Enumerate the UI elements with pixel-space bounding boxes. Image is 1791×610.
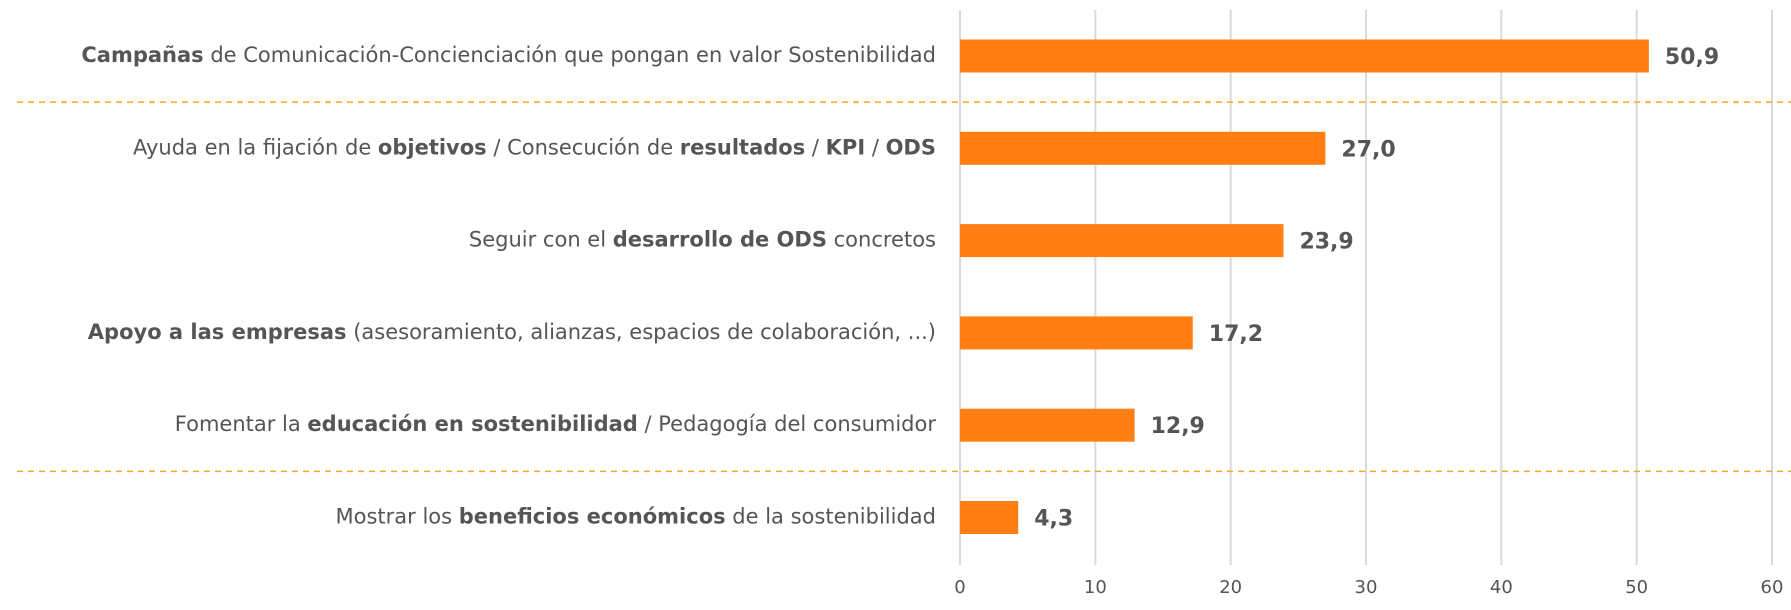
label-run: Campañas: [81, 43, 203, 67]
label-run: objetivos: [378, 135, 487, 159]
y-tick-label: Mostrar los beneficios económicos de la …: [335, 505, 936, 529]
label-run: desarrollo de ODS: [613, 228, 827, 252]
y-tick-label: Ayuda en la fijación de objetivos / Cons…: [133, 135, 936, 159]
label-run: KPI: [826, 135, 865, 159]
label-run: beneficios económicos: [459, 505, 726, 529]
x-tick-label: 50: [1625, 577, 1648, 598]
bar: [960, 224, 1284, 258]
value-label: 12,9: [1151, 414, 1205, 439]
value-label: 27,0: [1341, 137, 1395, 162]
label-run: de Comunicación-Concienciación que ponga…: [204, 43, 936, 67]
y-tick-label: Apoyo a las empresas (asesoramiento, ali…: [88, 320, 936, 344]
x-tick-label: 30: [1355, 577, 1378, 598]
value-label: 50,9: [1665, 45, 1719, 70]
value-label: 17,2: [1209, 322, 1263, 347]
label-run: / Consecución de: [487, 135, 680, 159]
bar: [960, 39, 1649, 73]
label-run: (asesoramiento, alianzas, espacios de co…: [347, 320, 936, 344]
label-run: de la sostenibilidad: [726, 505, 936, 529]
label-run: educación en sostenibilidad: [307, 412, 637, 436]
x-tick-label: 10: [1084, 577, 1107, 598]
bar: [960, 501, 1019, 534]
x-tick-label: 40: [1490, 577, 1513, 598]
label-run: Apoyo a las empresas: [88, 320, 347, 344]
label-run: concretos: [827, 228, 936, 252]
x-tick-label: 60: [1761, 577, 1784, 598]
label-run: Seguir con el: [469, 228, 613, 252]
value-label: 4,3: [1034, 507, 1073, 532]
label-run: /: [805, 135, 825, 159]
y-tick-label: Fomentar la educación en sostenibilidad …: [175, 412, 937, 436]
y-tick-label: Campañas de Comunicación-Concienciación …: [81, 43, 936, 67]
x-tick-label: 20: [1219, 577, 1242, 598]
bar: [960, 316, 1193, 350]
bar: [960, 131, 1326, 165]
x-tick-label: 0: [954, 577, 965, 598]
label-run: /: [865, 135, 885, 159]
bar: [960, 408, 1135, 442]
y-tick-label: Seguir con el desarrollo de ODS concreto…: [469, 228, 936, 252]
label-run: Fomentar la: [175, 412, 308, 436]
label-run: Ayuda en la fijación de: [133, 135, 378, 159]
value-label: 23,9: [1299, 230, 1353, 255]
label-run: resultados: [680, 135, 805, 159]
label-run: ODS: [886, 135, 936, 159]
label-run: Mostrar los: [335, 505, 458, 529]
label-run: / Pedagogía del consumidor: [638, 412, 937, 436]
